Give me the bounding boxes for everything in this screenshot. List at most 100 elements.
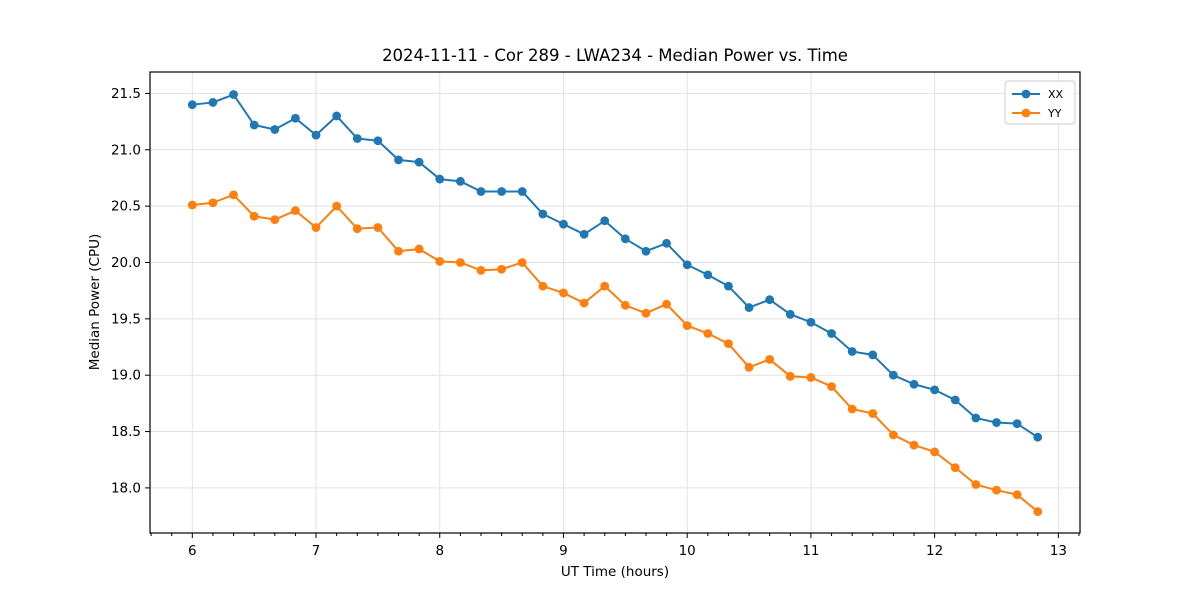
data-point-xx [950,395,960,405]
data-point-xx [971,413,981,423]
data-point-xx [888,370,898,380]
data-point-xx [414,157,424,167]
data-point-yy [352,224,362,234]
data-point-yy [930,447,940,457]
data-point-xx [744,303,754,312]
data-point-yy [888,430,898,440]
data-point-xx [517,187,527,196]
data-point-yy [682,321,692,331]
grid-layer [150,72,1080,533]
data-point-xx [332,111,342,121]
data-point-xx [373,136,383,146]
y-tick-label: 20.0 [111,255,141,271]
data-point-yy [620,300,630,310]
legend-label-xx: XX [1048,88,1064,101]
y-tick-label: 21.5 [111,86,141,102]
data-point-yy [229,190,238,200]
data-point-xx [703,270,713,280]
data-point-yy [249,211,259,221]
data-point-yy [394,246,403,256]
data-point-xx [909,379,919,389]
data-point-yy [208,198,218,208]
data-point-yy [517,258,527,267]
data-point-xx [455,176,465,186]
y-tick-label: 18.5 [111,424,141,440]
legend: XX YY [1004,80,1076,125]
data-point-yy [724,339,733,349]
data-point-xx [1012,419,1022,429]
y-axis-label: Median Power (CPU) [87,234,103,370]
data-point-xx [538,209,548,219]
data-point-yy [373,223,383,232]
x-tick-label: 11 [802,543,819,559]
data-point-xx [435,174,445,184]
data-point-xx [352,134,362,143]
data-point-yy [744,362,754,372]
x-tick-label: 13 [1050,543,1067,559]
data-point-yy [414,244,424,254]
data-point-yy [703,329,713,338]
data-point-xx [476,187,486,196]
data-point-xx [249,120,259,130]
data-point-yy [559,288,568,298]
data-point-xx [270,125,280,134]
data-point-xx [394,155,403,165]
data-point-yy [909,440,919,450]
data-point-xx [765,295,775,305]
data-point-xx [847,347,857,356]
data-point-yy [187,200,197,210]
data-point-xx [930,385,940,395]
legend-box [1004,80,1076,125]
data-point-xx [229,90,238,99]
data-point-yy [971,480,981,489]
y-tick-label: 19.0 [111,368,141,384]
plot-frame [149,71,1081,534]
data-point-yy [476,265,486,275]
data-point-yy [1012,490,1022,500]
data-point-yy [332,201,342,211]
data-point-xx [724,281,733,291]
tick-layer: 6 7 8 9 10 11 12 13 18.0 18.5 19.0 19.5 20.0 20.5 21.0… [111,86,1080,559]
data-point-yy [311,223,321,232]
data-point-yy [868,409,878,418]
data-point-yy [806,373,816,382]
data-point-yy [992,485,1001,495]
x-axis-label: UT Time (hours) [561,564,669,580]
x-tick-label: 9 [559,543,568,559]
data-point-yy [785,371,795,381]
data-point-yy [435,256,445,266]
data-point-xx [559,219,568,229]
data-point-yy [765,355,775,364]
data-point-yy [579,298,589,308]
data-point-xx [806,317,816,327]
data-point-xx [208,98,218,107]
data-point-yy [291,206,300,216]
y-tick-label: 20.5 [111,199,141,215]
data-point-xx [992,418,1001,427]
series-line-yy [192,193,1039,513]
x-tick-label: 7 [312,543,321,559]
data-point-xx [579,229,589,239]
data-point-xx [1033,432,1043,442]
data-point-yy [270,215,280,225]
data-point-xx [868,350,878,360]
data-point-yy [600,281,610,291]
data-point-xx [641,246,651,256]
x-tick-label: 10 [679,543,696,559]
data-point-yy [1033,507,1043,516]
data-point-xx [187,100,197,110]
data-point-xx [620,234,630,244]
data-point-yy [662,299,671,309]
x-tick-label: 12 [926,543,943,559]
data-point-xx [291,113,300,123]
y-tick-label: 21.0 [111,142,141,158]
y-tick-label: 18.0 [111,480,141,496]
legend-marker-yy [1021,108,1031,118]
data-point-xx [600,216,610,226]
data-point-yy [455,258,465,267]
data-point-xx [662,238,671,248]
data-point-yy [538,281,548,291]
data-point-yy [847,404,857,414]
data-point-yy [641,308,651,318]
